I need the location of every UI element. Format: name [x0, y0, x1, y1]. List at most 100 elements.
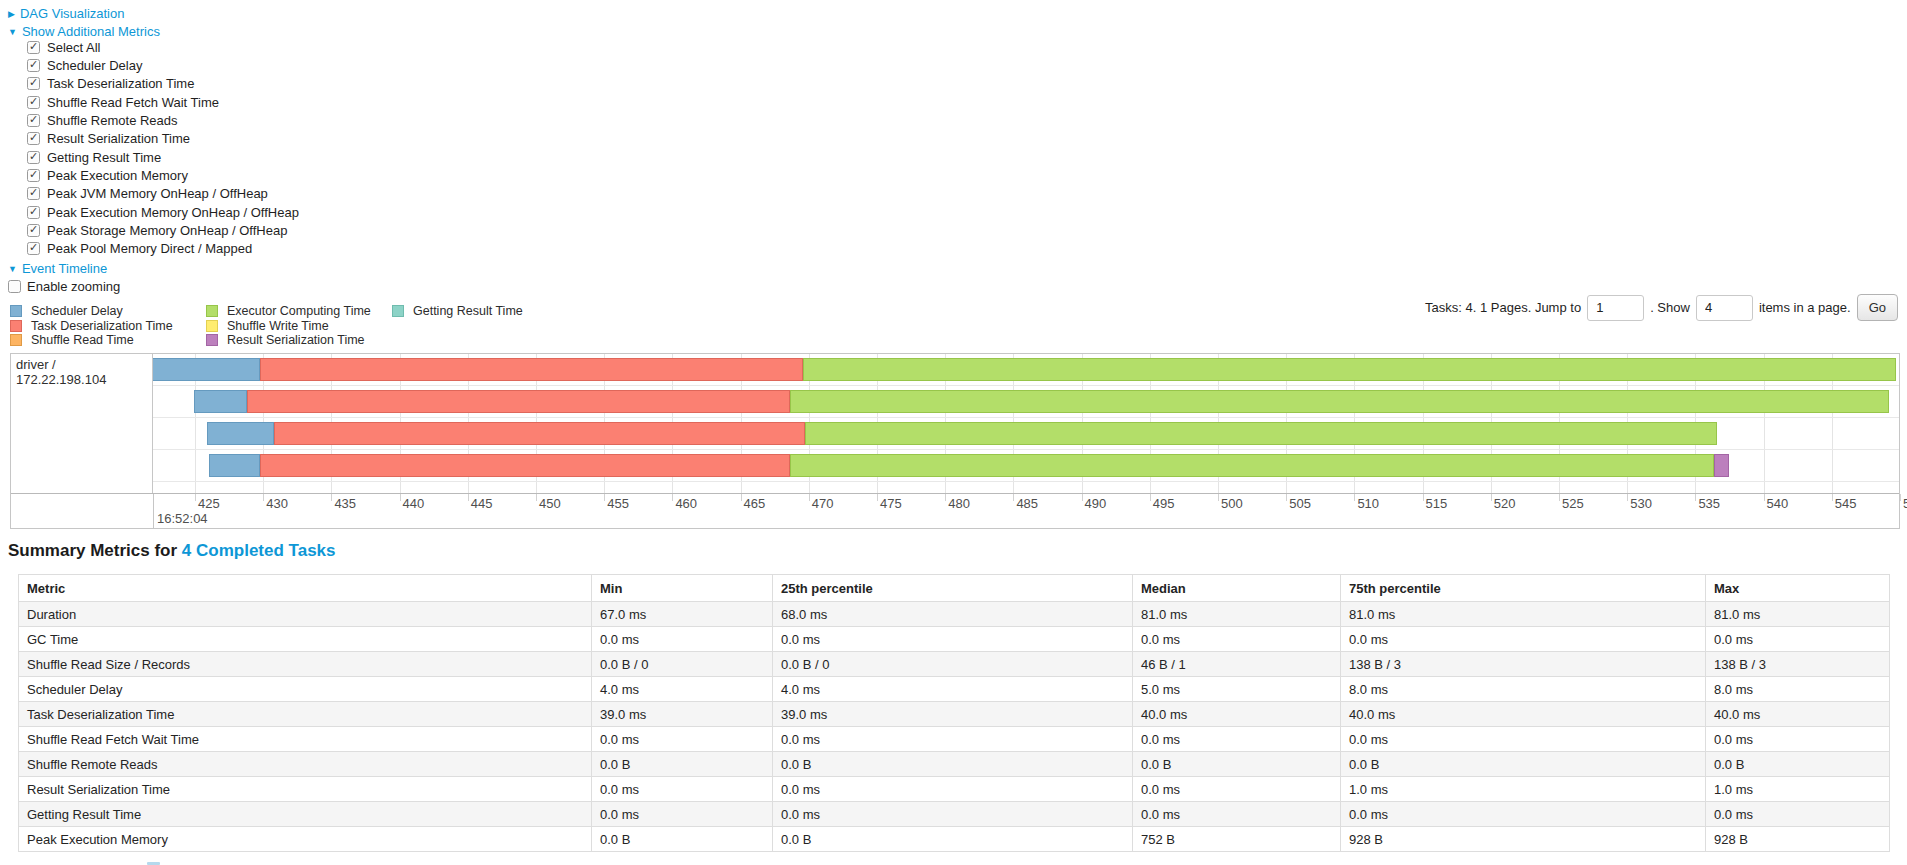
table-cell: Shuffle Read Size / Records: [19, 652, 592, 677]
enable-zooming-row: Enable zooming: [8, 279, 120, 294]
summary-metrics-table: MetricMin25th percentileMedian75th perce…: [18, 574, 1890, 852]
legend-label: Executor Computing Time: [227, 304, 371, 318]
metric-checkbox-label: Getting Result Time: [47, 150, 161, 165]
completed-tasks-link[interactable]: 4 Completed Tasks: [182, 541, 336, 560]
metric-checkbox-row: Shuffle Read Fetch Wait Time: [27, 93, 299, 111]
table-cell: 0.0 B: [773, 752, 1133, 777]
metric-checkbox-label: Peak JVM Memory OnHeap / OffHeap: [47, 186, 268, 201]
table-header-cell: 25th percentile: [773, 575, 1133, 602]
legend-item: Result Serialization Time: [206, 333, 392, 347]
table-cell: 68.0 ms: [773, 602, 1133, 627]
metric-checkbox[interactable]: [27, 187, 40, 200]
legend-label: Shuffle Write Time: [227, 319, 329, 333]
metric-checkbox-label: Task Deserialization Time: [47, 76, 194, 91]
metric-checkbox[interactable]: [27, 151, 40, 164]
task-bar-segment-executor_computing[interactable]: [803, 358, 1896, 381]
table-cell: 8.0 ms: [1341, 677, 1706, 702]
timeline-x-axis: 16:52:04 4254304354404454504554604654704…: [11, 493, 1899, 528]
event-timeline-label: Event Timeline: [22, 261, 107, 276]
table-row: Result Serialization Time0.0 ms0.0 ms0.0…: [19, 777, 1890, 802]
metric-checkbox[interactable]: [27, 242, 40, 255]
table-cell: GC Time: [19, 627, 592, 652]
table-cell: 0.0 ms: [773, 802, 1133, 827]
task-bar-segment-executor_computing[interactable]: [805, 422, 1718, 445]
legend-swatch-icon: [206, 334, 218, 346]
metric-checkbox-label: Result Serialization Time: [47, 131, 190, 146]
items-per-page-input[interactable]: [1696, 295, 1753, 321]
legend-swatch-icon: [206, 305, 218, 317]
axis-tick: [1423, 494, 1424, 501]
show-additional-metrics-toggle[interactable]: ▼Show Additional Metrics: [8, 24, 160, 39]
pagination-suffix-text: items in a page.: [1759, 300, 1851, 315]
task-bar-segment-task_deserialization[interactable]: [274, 422, 805, 445]
legend-item: Shuffle Write Time: [206, 319, 392, 333]
axis-tick-label: 465: [744, 496, 766, 511]
metric-checkbox[interactable]: [27, 114, 40, 127]
metric-checkbox-row: Select All: [27, 38, 299, 56]
axis-tick: [672, 494, 673, 501]
metric-checkbox[interactable]: [27, 41, 40, 54]
metric-checkbox-row: Peak Execution Memory: [27, 166, 299, 184]
metric-checkbox[interactable]: [27, 169, 40, 182]
table-header-cell: Median: [1133, 575, 1341, 602]
metric-checkbox-row: Scheduler Delay: [27, 56, 299, 74]
task-bar-segment-scheduler_delay[interactable]: [194, 390, 247, 413]
table-cell: 0.0 ms: [1133, 802, 1341, 827]
task-bar-segment-task_deserialization[interactable]: [247, 390, 790, 413]
table-cell: Shuffle Remote Reads: [19, 752, 592, 777]
metric-checkbox[interactable]: [27, 224, 40, 237]
metric-checkbox-label: Peak Execution Memory: [47, 168, 188, 183]
axis-tick: [536, 494, 537, 501]
task-bar-segment-scheduler_delay[interactable]: [153, 358, 260, 381]
metric-checkbox[interactable]: [27, 77, 40, 90]
task-bar-segment-scheduler_delay[interactable]: [207, 422, 274, 445]
metric-checkbox-list: Select AllScheduler Delay Task Deserializ…: [27, 38, 299, 258]
timeline-group-label-cell: driver / 172.22.198.104: [11, 354, 153, 493]
table-cell: 1.0 ms: [1706, 777, 1890, 802]
table-row: Shuffle Read Fetch Wait Time0.0 ms0.0 ms…: [19, 727, 1890, 752]
legend-label: Task Deserialization Time: [31, 319, 173, 333]
metric-checkbox[interactable]: [27, 59, 40, 72]
axis-tick-label: 485: [1016, 496, 1038, 511]
jump-to-page-input[interactable]: [1587, 295, 1644, 321]
task-pagination: Tasks: 4. 1 Pages. Jump to . Show items …: [1425, 294, 1898, 321]
enable-zooming-checkbox[interactable]: [8, 280, 21, 293]
axis-tick: [809, 494, 810, 501]
metric-checkbox[interactable]: [27, 96, 40, 109]
event-timeline-toggle[interactable]: ▼Event Timeline: [8, 261, 107, 276]
task-bar-segment-executor_computing[interactable]: [790, 390, 1889, 413]
lane-separator: [153, 449, 1899, 450]
table-cell: 0.0 B: [1706, 752, 1890, 777]
metric-checkbox-row: Result Serialization Time: [27, 130, 299, 148]
task-bar-segment-result_serialization[interactable]: [1714, 454, 1729, 477]
axis-tick-label: 515: [1426, 496, 1448, 511]
axis-tick: [1218, 494, 1219, 501]
axis-tick-label: 495: [1153, 496, 1175, 511]
task-bar-segment-executor_computing[interactable]: [790, 454, 1715, 477]
lane-separator: [153, 385, 1899, 386]
table-header-cell: Min: [592, 575, 773, 602]
legend-swatch-icon: [392, 305, 404, 317]
legend-item: Scheduler Delay: [10, 304, 206, 318]
lane-separator: [153, 417, 1899, 418]
table-row: Task Deserialization Time39.0 ms39.0 ms4…: [19, 702, 1890, 727]
table-cell: 0.0 ms: [1341, 627, 1706, 652]
axis-tick: [400, 494, 401, 501]
axis-tick: [1491, 494, 1492, 501]
table-cell: 1.0 ms: [1341, 777, 1706, 802]
timeline-plot-area: [153, 354, 1899, 493]
table-cell: 928 B: [1706, 827, 1890, 852]
axis-major-time-label: 16:52:04: [157, 511, 208, 526]
task-bar-segment-scheduler_delay[interactable]: [209, 454, 261, 477]
table-cell: 0.0 ms: [1706, 802, 1890, 827]
task-bar-segment-task_deserialization[interactable]: [260, 454, 789, 477]
metric-checkbox-label: Peak Storage Memory OnHeap / OffHeap: [47, 223, 287, 238]
metric-checkbox[interactable]: [27, 132, 40, 145]
metric-checkbox[interactable]: [27, 206, 40, 219]
dag-visualization-toggle[interactable]: ▶DAG Visualization: [8, 6, 124, 21]
legend-swatch-icon: [10, 320, 22, 332]
enable-zooming-label: Enable zooming: [27, 279, 120, 294]
go-button[interactable]: Go: [1857, 294, 1898, 321]
table-cell: 81.0 ms: [1706, 602, 1890, 627]
task-bar-segment-task_deserialization[interactable]: [260, 358, 803, 381]
